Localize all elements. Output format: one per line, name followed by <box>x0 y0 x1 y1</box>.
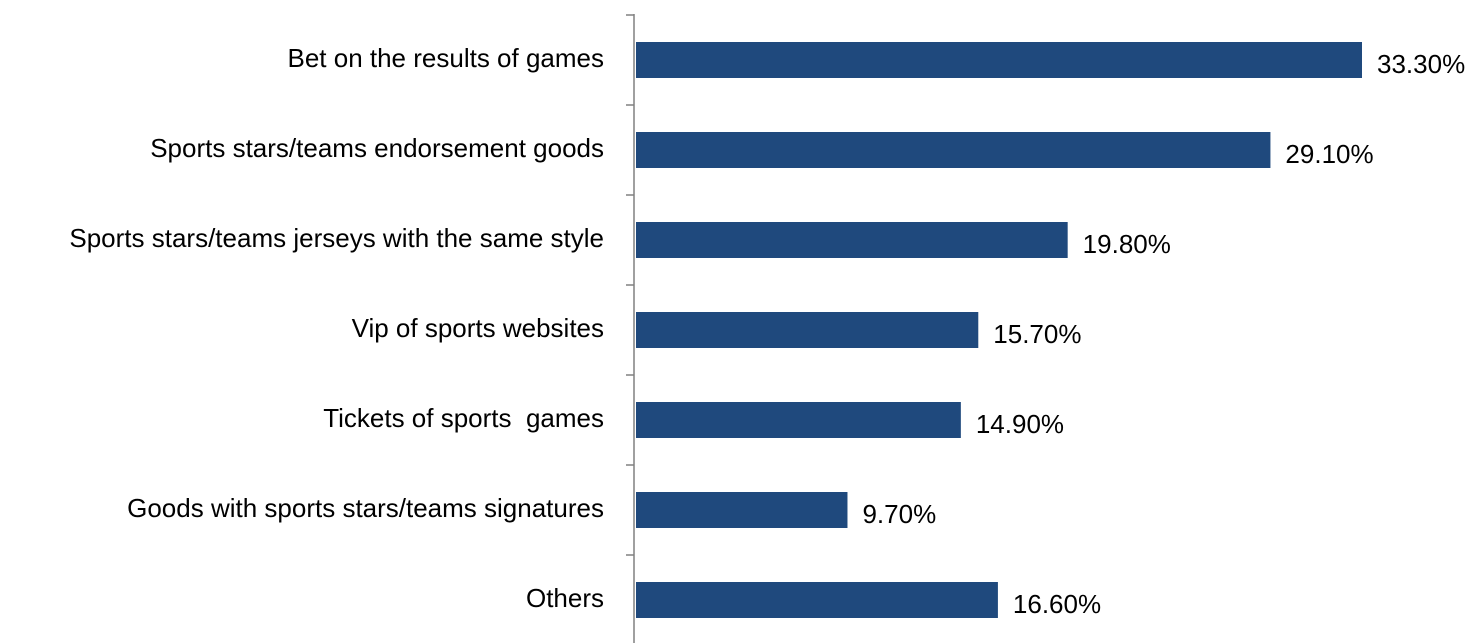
bar <box>636 402 961 438</box>
bar <box>636 222 1068 258</box>
bar <box>636 42 1362 78</box>
data-label: 19.80% <box>1083 229 1171 259</box>
data-label: 29.10% <box>1285 139 1373 169</box>
category-label: Tickets of sports games <box>323 403 604 433</box>
labels-layer: Bet on the results of games 33.30% Sports … <box>69 43 1465 619</box>
data-label: 33.30% <box>1377 49 1465 79</box>
category-label: Vip of sports websites <box>352 313 604 343</box>
category-label: Sports stars/teams endorsement goods <box>150 133 604 163</box>
data-label: 9.70% <box>862 499 936 529</box>
category-label: Goods with sports stars/teams signatures <box>127 493 604 523</box>
bar <box>636 132 1271 168</box>
category-label: Bet on the results of games <box>287 43 604 73</box>
bar <box>636 492 848 528</box>
category-label: Sports stars/teams jerseys with the same… <box>69 223 604 253</box>
data-label: 14.90% <box>976 409 1064 439</box>
bar <box>636 312 979 348</box>
data-label: 16.60% <box>1013 589 1101 619</box>
category-label: Others <box>526 583 604 613</box>
bar <box>636 582 998 618</box>
axis-layer <box>626 14 635 643</box>
data-label: 15.70% <box>993 319 1081 349</box>
bars-layer <box>636 42 1362 618</box>
